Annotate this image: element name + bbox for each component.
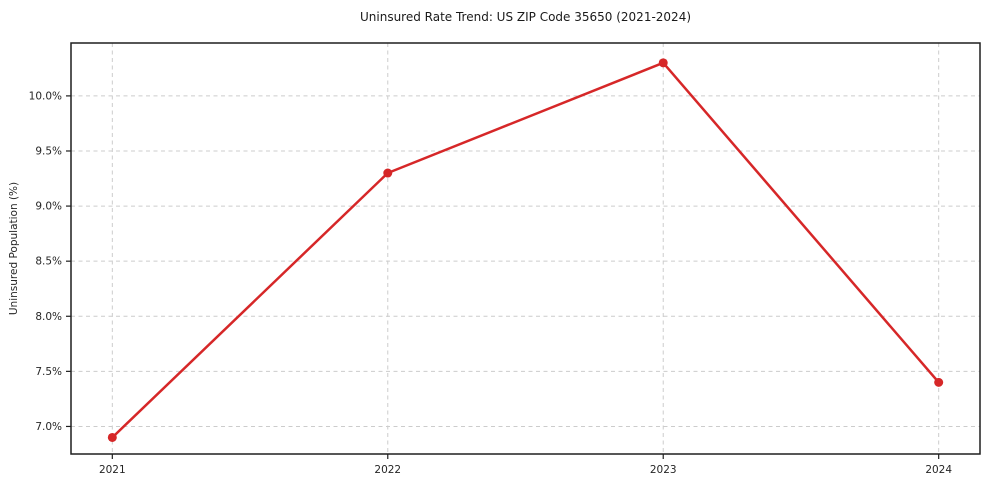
- y-axis-label: Uninsured Population (%): [8, 182, 20, 315]
- data-point-marker: [934, 377, 944, 387]
- y-tick-label: 9.5%: [35, 145, 62, 157]
- data-point-marker: [658, 58, 668, 68]
- y-tick-label: 8.0%: [35, 311, 62, 323]
- y-tick-label: 9.0%: [35, 201, 62, 213]
- y-tick-label: 7.5%: [35, 366, 62, 378]
- x-tick-label: 2021: [99, 464, 126, 476]
- trend-line: [111, 61, 940, 439]
- grid-layer: [71, 43, 980, 454]
- y-tick-label: 7.0%: [35, 421, 62, 433]
- series-layer: [107, 58, 944, 442]
- x-tick-label: 2023: [650, 464, 677, 476]
- data-point-marker: [107, 432, 117, 442]
- axes-layer: 7.0% 7.5% 8.0% 8.5% 9.0% 9.5% 10.0% 2021 2022 202…: [29, 42, 981, 476]
- data-point-marker: [383, 168, 393, 178]
- y-tick-label: 10.0%: [29, 90, 62, 102]
- x-tick-label: 2022: [374, 464, 401, 476]
- x-tick-label: 2024: [925, 464, 952, 476]
- chart-title: Uninsured Rate Trend: US ZIP Code 35650 …: [360, 10, 691, 24]
- plot-border: [70, 42, 981, 455]
- y-tick-label: 8.5%: [35, 256, 62, 268]
